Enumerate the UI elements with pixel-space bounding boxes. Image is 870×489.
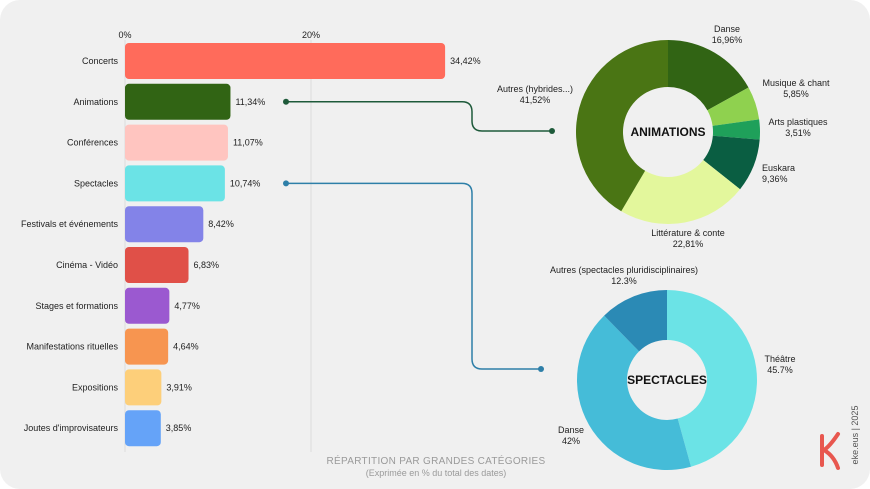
slice-danse (576, 315, 692, 471)
slice-name-label: Théâtre (764, 354, 795, 364)
bar-value-label: 34,42% (450, 56, 481, 66)
brand-logo (820, 432, 840, 470)
bar-value-label: 10,74% (230, 178, 261, 188)
slice-danse (668, 40, 749, 111)
brand-logo-mark (820, 432, 840, 470)
category-label: Concerts (82, 56, 119, 66)
slice-litterature-conte (621, 159, 741, 225)
bar-value-label: 4,64% (173, 342, 199, 352)
category-label: Manifestations rituelles (26, 342, 118, 352)
spectacles-connector (286, 182, 541, 370)
slice-value-label: 12.3% (611, 276, 637, 286)
connector-dot (283, 98, 289, 105)
bar-stages-et-formations (125, 287, 170, 324)
connector-dot (538, 366, 544, 372)
slice-value-label: 45.7% (767, 365, 793, 375)
slice-name-label: Musique & chant (762, 78, 830, 88)
slice-value-label: 42% (562, 436, 580, 446)
connector-dot (283, 180, 289, 187)
chart-subtitle: (Exprimée en % du total des dates) (366, 468, 507, 478)
bar-value-label: 3,85% (166, 423, 192, 433)
bar-expositions (125, 369, 162, 406)
slice-value-label: 5,85% (783, 89, 809, 99)
slice-musique-chant (707, 87, 760, 126)
slice-theatre (667, 290, 757, 467)
category-label: Expositions (72, 382, 119, 392)
bar-value-label: 11,07% (233, 138, 263, 148)
category-label: Festivals et événements (21, 219, 119, 229)
slice-name-label: Euskara (762, 163, 795, 173)
slice-value-label: 41,52% (520, 95, 551, 105)
bar-value-label: 6,83% (194, 260, 220, 270)
donut-title: ANIMATIONS (630, 125, 705, 139)
bar-value-label: 3,91% (166, 382, 192, 392)
slice-name-label: Danse (558, 425, 584, 435)
donut-title: SPECTACLES (627, 373, 707, 387)
category-label: Spectacles (74, 178, 119, 188)
slice-name-label: Autres (spectacles pluridisciplinaires) (550, 265, 698, 275)
slice-name-label: Arts plastiques (768, 117, 828, 127)
category-label: Cinéma - Vidéo (56, 260, 118, 270)
slice-value-label: 9,36% (762, 174, 788, 184)
bar-value-label: 4,77% (174, 301, 200, 311)
brand-text: eke.eus | 2025 (850, 406, 860, 465)
category-label: Conférences (67, 138, 119, 148)
connectors (283, 98, 555, 372)
slice-autres-spectacles-pluridisciplinaires (604, 290, 667, 352)
bar-festivals-et-evenements (125, 206, 204, 243)
bar-value-label: 8,42% (208, 219, 234, 229)
x-tick-label: 20% (302, 30, 320, 40)
bar-chart: 0% 20% Concerts 34,42% Animations 11,34% Confé… (21, 30, 481, 452)
x-tick-label: 0% (118, 30, 131, 40)
bar-spectacles (125, 165, 225, 202)
slice-name-label: Danse (714, 24, 740, 34)
animations-connector (286, 101, 552, 132)
slice-name-label: Littérature & conte (651, 228, 725, 238)
slice-autres-hybrides (576, 40, 668, 212)
bar-value-label: 11,34% (235, 97, 265, 107)
category-label: Joutes d'improvisateurs (24, 423, 119, 433)
bar-manifestations-rituelles (125, 328, 169, 365)
connector-dot (549, 128, 555, 134)
bar-joutes-d-improvisateurs (125, 410, 161, 447)
slice-value-label: 3,51% (785, 128, 811, 138)
bar-concerts (125, 43, 446, 79)
bar-conferences (125, 124, 228, 161)
category-label: Animations (73, 97, 118, 107)
slice-euskara (703, 135, 760, 190)
slice-value-label: 16,96% (712, 35, 743, 45)
bar-animations (125, 83, 231, 120)
chart-title: RÉPARTITION PAR GRANDES CATÉGORIES (327, 454, 546, 467)
bar-cinema-video (125, 247, 189, 283)
slice-name-label: Autres (hybrides...) (497, 84, 573, 94)
category-label: Stages et formations (35, 301, 118, 311)
slice-value-label: 22,81% (673, 239, 704, 249)
slice-arts-plastiques (712, 119, 760, 140)
